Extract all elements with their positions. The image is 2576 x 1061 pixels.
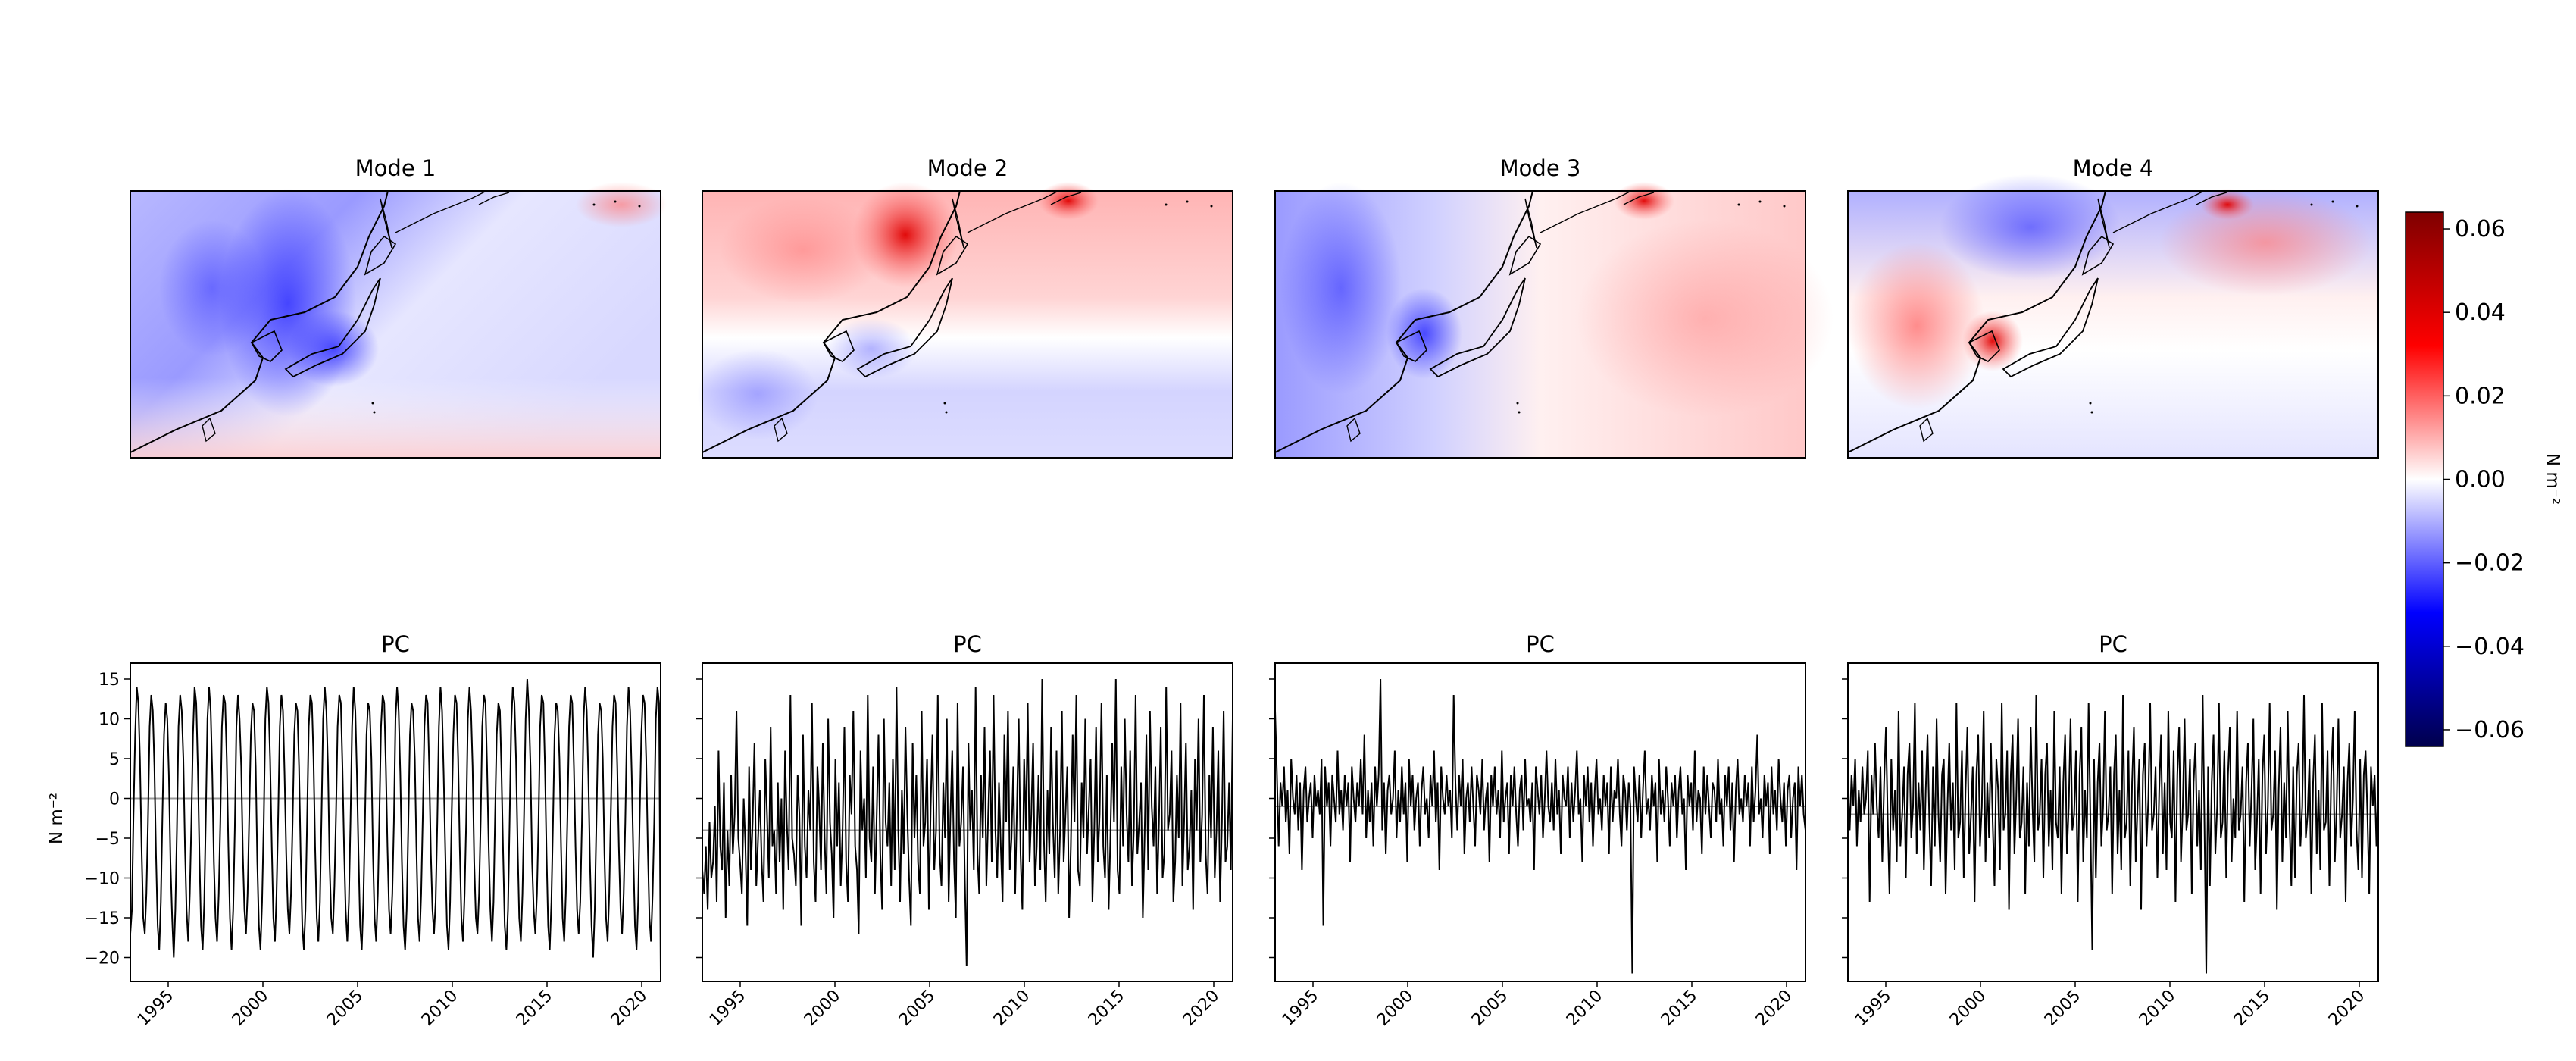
y-tick-label: −20	[85, 950, 120, 969]
map-title: Mode 1	[355, 155, 436, 181]
x-tick-label: 2005	[324, 987, 367, 1030]
pc-panels: PC 15 10 5 0 −5 −10 −15 −20 1995 2000 2005 2010 2015 2…	[85, 631, 2379, 1030]
x-tick-label: 2020	[608, 987, 651, 1030]
y-tick-label: 5	[109, 750, 120, 769]
x-tick-label: 2020	[1180, 987, 1223, 1030]
x-tick-label: 2005	[896, 987, 939, 1030]
x-tick-label: 2000	[1946, 987, 1990, 1030]
x-tick-label: 1995	[134, 987, 177, 1030]
x-tick-label: 2005	[1468, 987, 1512, 1030]
y-tick-label: −15	[85, 909, 120, 928]
colorbar-tick-label: −0.04	[2455, 634, 2524, 660]
colorbar-label: N m⁻²	[2543, 453, 2562, 505]
pc-panel-3: PC 1995 2000 2005 2010 2015 2020	[1269, 631, 1806, 1030]
pc-axes-frame	[1274, 662, 1806, 982]
x-tick-label: 1995	[706, 987, 749, 1030]
pc-series-line	[1274, 678, 1806, 974]
x-tick-label: 2005	[2041, 987, 2084, 1030]
map-panel-2: Mode 2	[697, 155, 1233, 459]
pc-series-line	[1847, 694, 2379, 974]
colorbar-tick-label: 0.06	[2455, 216, 2506, 243]
colorbar-tick-label: 0.00	[2455, 467, 2506, 493]
map-title: Mode 2	[927, 155, 1008, 181]
colorbar: 0.06 0.04 0.02 0.00 −0.02 −0.04 −0.06 N m⁻²	[2405, 211, 2562, 747]
pc-title: PC	[1526, 631, 1555, 657]
x-tick-label: 1995	[1279, 987, 1322, 1030]
x-tick-label: 2020	[2325, 987, 2368, 1030]
x-tick-label: 2010	[990, 987, 1033, 1030]
pc-panel-2: PC 1995 2000 2005 2010 2015 2020	[696, 631, 1233, 1030]
x-tick-label: 2000	[1374, 987, 1417, 1030]
x-tick-label: 2000	[229, 987, 272, 1030]
y-tick-label: 0	[109, 790, 120, 809]
x-tick-label: 2015	[513, 987, 556, 1030]
map-panel-4: Mode 4	[1847, 155, 2379, 459]
pc-series-line	[702, 678, 1233, 966]
x-tick-label: 2015	[2231, 987, 2274, 1030]
colorbar-tick-label: 0.02	[2455, 383, 2506, 409]
y-tick-label: 15	[98, 671, 120, 690]
pc-title: PC	[953, 631, 982, 657]
x-tick-label: 1995	[1852, 987, 1895, 1030]
map-title: Mode 4	[2073, 155, 2154, 181]
pc-title: PC	[381, 631, 410, 657]
x-tick-label: 2015	[1658, 987, 1701, 1030]
pc-y-axis-label: N m⁻²	[47, 793, 67, 844]
x-tick-label: 2010	[418, 987, 461, 1030]
y-tick-label: −5	[95, 830, 120, 849]
pc-axes-frame	[702, 662, 1233, 982]
colorbar-tick-label: 0.04	[2455, 299, 2506, 326]
pc-axes-frame	[130, 662, 661, 982]
pc-title: PC	[2099, 631, 2127, 657]
x-tick-label: 2020	[1752, 987, 1796, 1030]
colorbar-tick-label: −0.06	[2455, 717, 2524, 743]
map-panel-1: Mode 1	[130, 155, 667, 459]
map-title: Mode 3	[1500, 155, 1581, 181]
map-panel-3: Mode 3	[1274, 155, 1834, 459]
x-tick-label: 2010	[2136, 987, 2179, 1030]
y-tick-label: −10	[85, 870, 120, 889]
y-tick-label: 10	[98, 711, 120, 730]
x-tick-label: 2015	[1085, 987, 1128, 1030]
pc-axes-frame	[1847, 662, 2379, 982]
pc-series-line	[130, 678, 661, 974]
pc-panel-4: PC 1995 2000 2005 2010 2015 2020	[1842, 631, 2379, 1030]
x-tick-label: 2010	[1563, 987, 1606, 1030]
x-tick-label: 2000	[801, 987, 844, 1030]
colorbar-tick-label: −0.02	[2455, 550, 2524, 577]
pc-panel-1: PC 15 10 5 0 −5 −10 −15 −20 1995 2000 2005 2010 2015 2…	[85, 631, 661, 1030]
